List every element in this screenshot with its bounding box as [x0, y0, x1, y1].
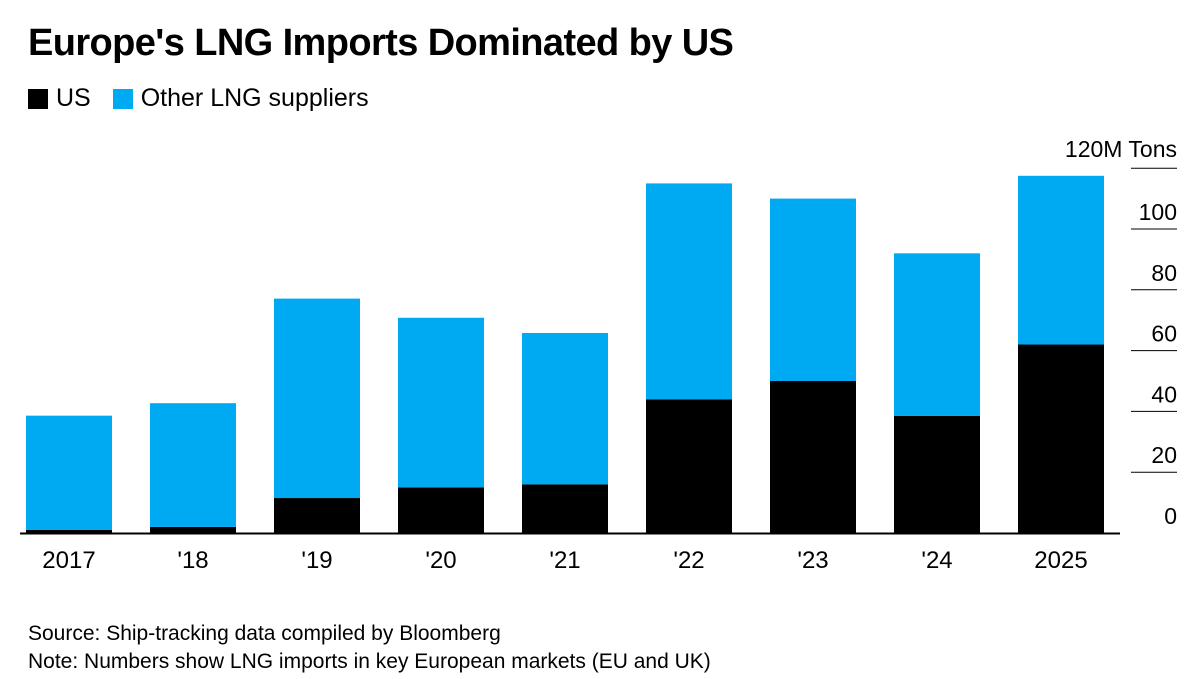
footnote: Note: Numbers show LNG imports in key Eu…	[28, 650, 711, 673]
legend-label-us: US	[56, 84, 91, 112]
x-tick-label: 2017	[42, 547, 95, 574]
bar-us	[522, 484, 608, 533]
chart-title: Europe's LNG Imports Dominated by US	[28, 22, 734, 64]
bar-other	[894, 253, 980, 416]
y-tick-label: 40	[1151, 381, 1177, 407]
bar-us	[150, 526, 236, 533]
bar-other	[26, 415, 112, 530]
bar-us	[646, 399, 732, 533]
bar-other	[398, 317, 484, 488]
x-tick-label: '21	[549, 547, 580, 574]
legend-swatch-us	[28, 88, 48, 109]
bar-other	[522, 332, 608, 485]
bar-us	[398, 487, 484, 533]
x-tick-label: '24	[921, 547, 952, 574]
y-tick-label: 0	[1164, 503, 1177, 529]
bar-us	[1018, 344, 1104, 533]
bar-other	[770, 198, 856, 381]
bar-us	[770, 381, 856, 533]
x-tick-label: '18	[177, 547, 208, 574]
y-tick-label: 100	[1139, 199, 1177, 225]
x-tick-label: '19	[301, 547, 332, 574]
bar-other	[150, 403, 236, 527]
chart-notes: Source: Ship-tracking data compiled by B…	[28, 620, 711, 676]
x-tick-label: '23	[797, 547, 828, 574]
x-tick-label: '20	[425, 547, 456, 574]
legend-item-other: Other LNG suppliers	[112, 84, 369, 113]
x-tick-label: 2025	[1034, 547, 1087, 574]
legend: US Other LNG suppliers	[28, 84, 391, 113]
bar-other	[274, 298, 360, 499]
y-tick-label: 60	[1151, 321, 1177, 347]
bar-us	[894, 415, 980, 533]
legend-item-us: US	[28, 84, 91, 113]
y-unit-label: 120M Tons	[1065, 136, 1177, 162]
source-note: Source: Ship-tracking data compiled by B…	[28, 622, 501, 645]
bar-other	[646, 183, 732, 400]
legend-label-other: Other LNG suppliers	[140, 84, 369, 112]
legend-swatch-other	[112, 88, 133, 109]
bar-us	[26, 529, 112, 533]
y-tick-label: 80	[1151, 260, 1177, 286]
bar-us	[274, 498, 360, 533]
x-tick-label: '22	[673, 547, 704, 574]
y-tick-label: 20	[1151, 442, 1177, 468]
bar-other	[1018, 175, 1104, 345]
